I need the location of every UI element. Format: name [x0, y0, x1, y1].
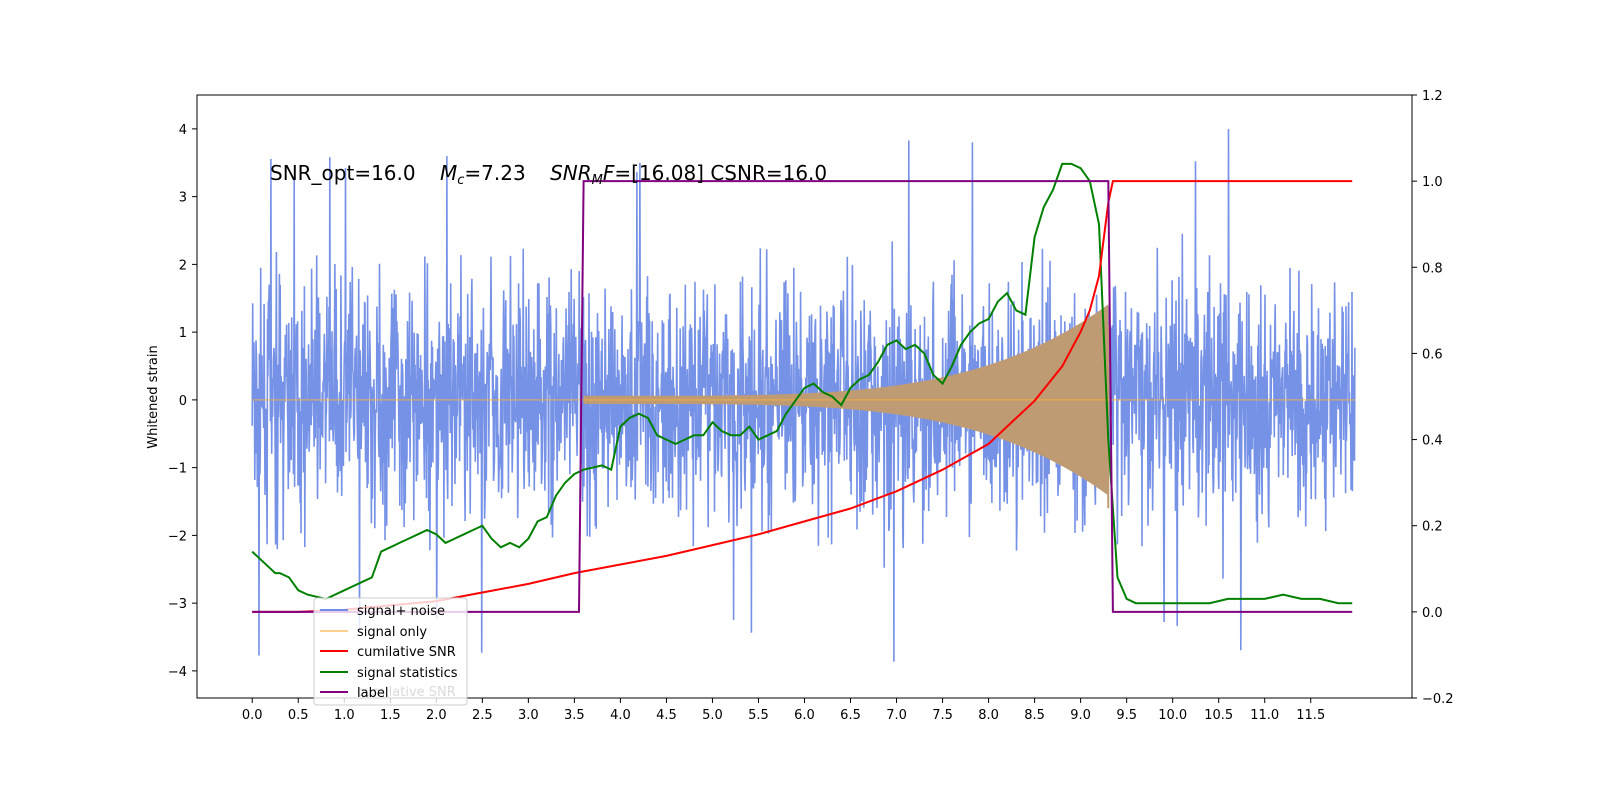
annotation-mf-letter: F: [603, 161, 615, 185]
x-tick-label: 4.0: [610, 708, 631, 723]
y-tick-label: 1: [179, 326, 187, 341]
x-tick-label: 8.0: [978, 708, 999, 723]
annotation-mc-symbol: M: [440, 161, 457, 185]
y-tick-label: −1: [168, 462, 187, 477]
annotation-snr-opt: SNR_opt=16.0: [270, 161, 416, 185]
x-tick-label: 8.5: [1024, 708, 1045, 723]
y-tick-label: −3: [168, 597, 187, 612]
legend: cumilative SNR signal+ noise signal only…: [313, 597, 468, 706]
y-tick-label: 3: [179, 191, 187, 206]
series-label: [252, 180, 1353, 613]
y-right-tick-label: 0.6: [1422, 347, 1443, 362]
annotation-mf-symbol: SNR: [550, 161, 592, 185]
y-tick-label: −4: [168, 665, 187, 680]
x-tick-label: 0.5: [288, 708, 309, 723]
x-tick-label: 7.0: [886, 708, 907, 723]
chart-annotation: SNR_opt=16.0 Mc=7.23 SNRMF=[16.08] CSNR=…: [270, 161, 827, 188]
y-tick-label: 0: [179, 394, 187, 409]
x-tick-label: 3.5: [564, 708, 585, 723]
legend-frame: [313, 597, 468, 706]
annotation-mc-value: =7.23: [464, 161, 525, 185]
y-right-tick-label: 0.4: [1422, 434, 1443, 449]
legend-label-cumulative: cumilative SNR: [357, 645, 456, 660]
legend-label-statistics: signal statistics: [357, 666, 458, 681]
annotation-mc-sub: c: [457, 173, 464, 188]
legend-label-signal: signal only: [357, 625, 427, 640]
plot-area: [251, 128, 1356, 662]
y-tick-label: −2: [168, 529, 187, 544]
y-right-tick-label: 0.2: [1422, 520, 1443, 535]
x-tick-label: 11.0: [1250, 708, 1279, 723]
x-tick-label: 10.0: [1158, 708, 1187, 723]
x-tick-label: 10.5: [1204, 708, 1233, 723]
x-tick-label: 1.5: [380, 708, 401, 723]
x-tick-label: 5.5: [748, 708, 769, 723]
x-tick-label: 1.0: [334, 708, 355, 723]
x-tick-label: 3.0: [518, 708, 539, 723]
series-signal-noise: [251, 128, 1356, 662]
x-tick-label: 7.5: [932, 708, 953, 723]
y-right-tick-label: 1.0: [1422, 175, 1443, 190]
annotation-mf-value: =[16.08] CSNR=16.0: [614, 161, 827, 185]
x-tick-label: 2.0: [426, 708, 447, 723]
y-right-tick-label: 0.8: [1422, 261, 1443, 276]
legend-overlap-text: cumilative SNR: [357, 685, 456, 700]
y-right-tick-label: 0.0: [1422, 606, 1443, 621]
x-tick-label: 4.5: [656, 708, 677, 723]
y-tick-label: 4: [179, 123, 187, 138]
y-axis-label: Whitened strain: [146, 345, 161, 448]
x-tick-label: 11.5: [1296, 708, 1325, 723]
y-right-tick-label: 1.2: [1422, 89, 1443, 104]
x-tick-label: 5.0: [702, 708, 723, 723]
annotation-mf-sub: M: [592, 173, 603, 188]
legend-label-label: label: [357, 686, 388, 701]
y-right-tick-label: −0.2: [1422, 692, 1454, 707]
x-tick-label: 9.0: [1070, 708, 1091, 723]
axes: 0.0 0.5 1.0 1.5 2.0 2.5 3.0 3.5 4.0 4.5 5.0 5.5 6.0 6…: [168, 89, 1454, 723]
x-tick-label: 9.5: [1116, 708, 1137, 723]
series-signal-statistics: [251, 162, 1353, 605]
y-tick-label: 2: [179, 258, 187, 273]
x-tick-label: 2.5: [472, 708, 493, 723]
x-tick-label: 0.0: [242, 708, 263, 723]
x-tick-label: 6.0: [794, 708, 815, 723]
legend-label-noise: signal+ noise: [357, 604, 445, 619]
x-tick-label: 6.5: [840, 708, 861, 723]
